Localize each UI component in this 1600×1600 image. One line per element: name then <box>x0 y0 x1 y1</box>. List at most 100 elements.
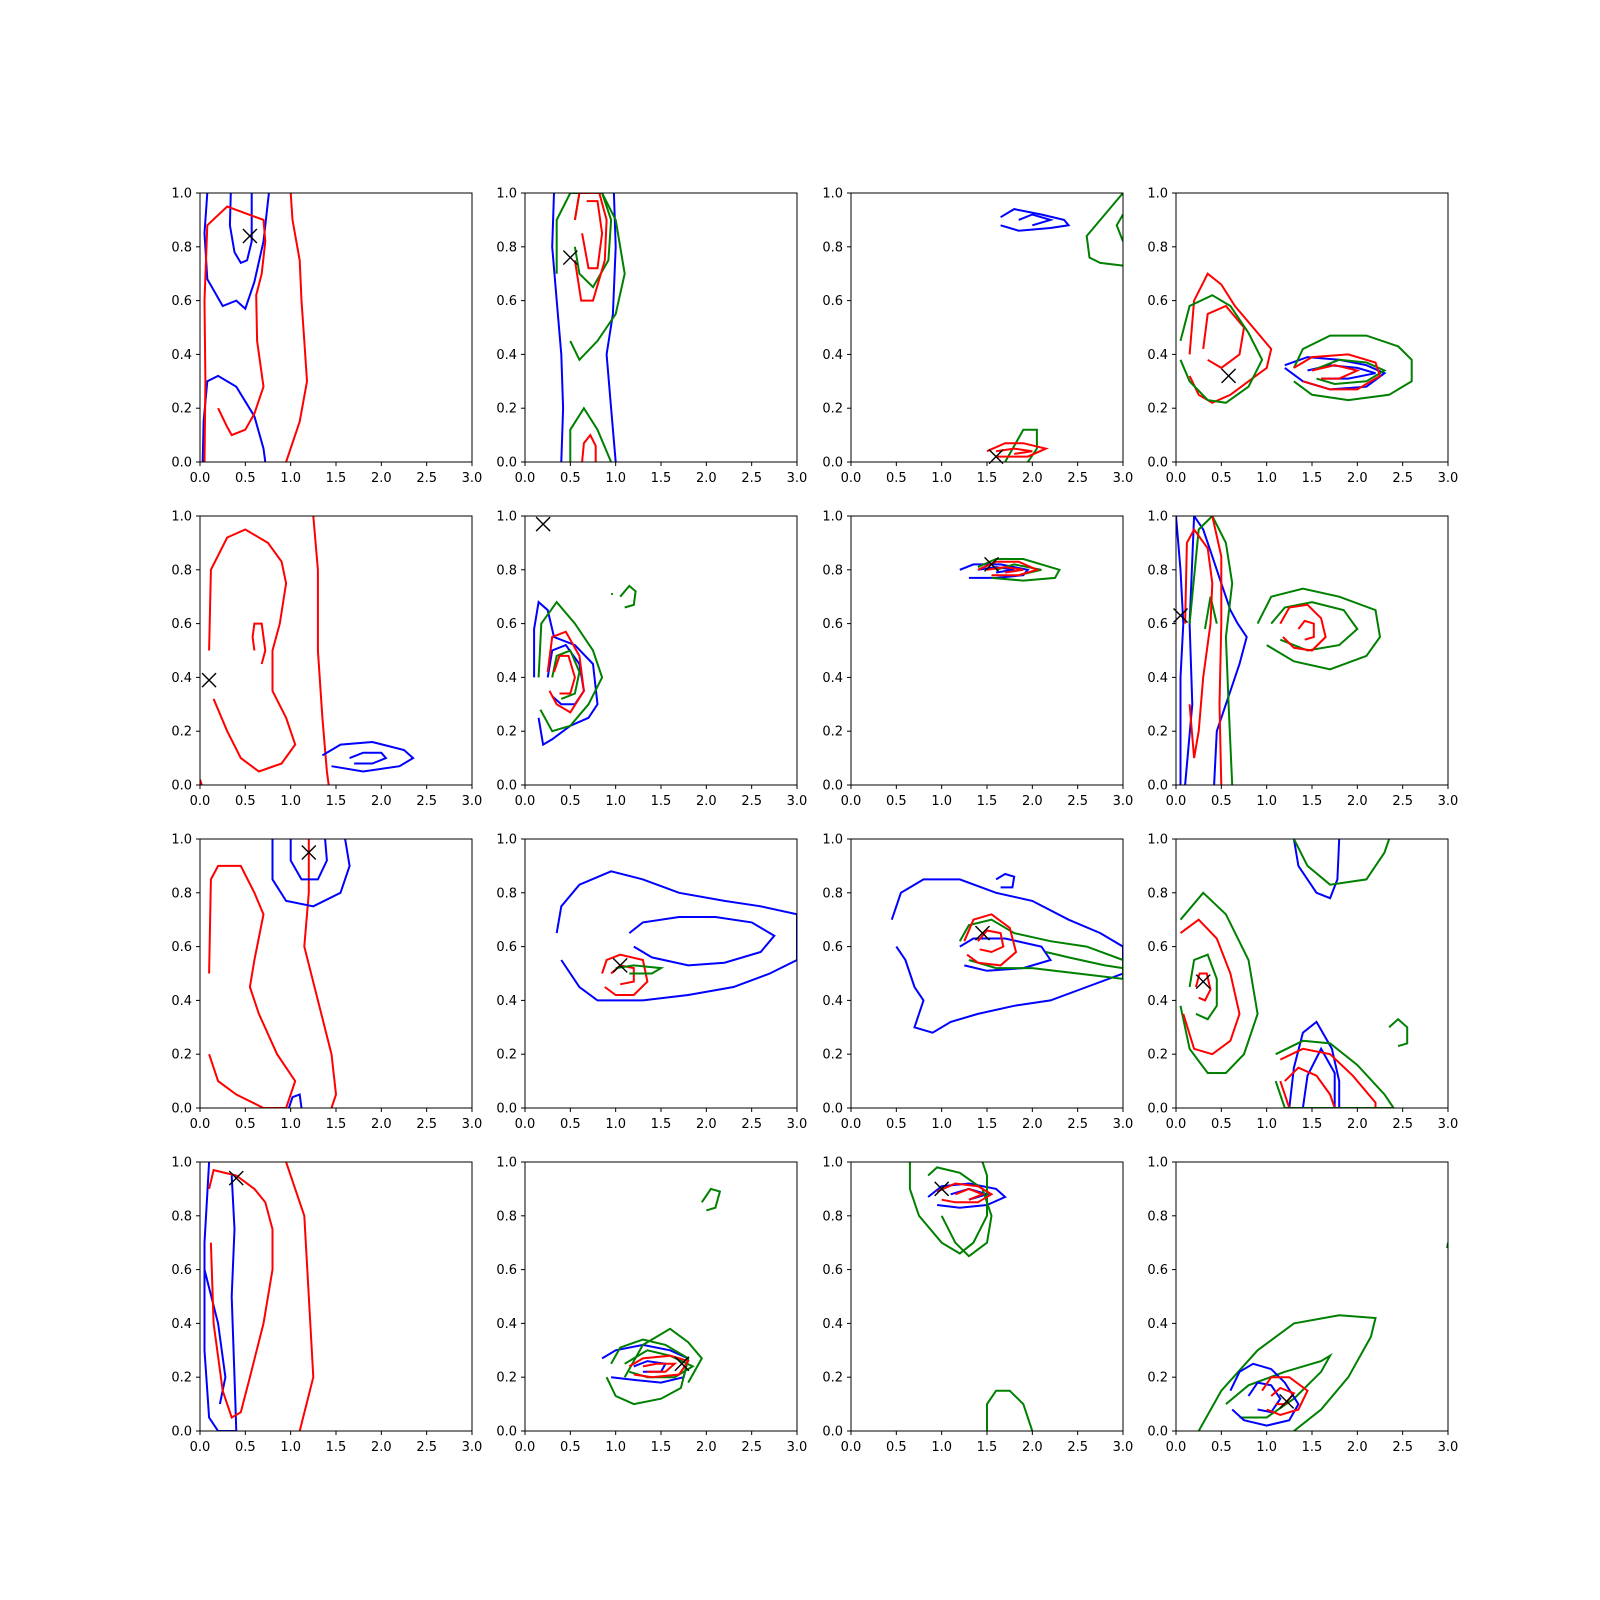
x-tick-label: 2.5 <box>1067 471 1088 486</box>
x-tick-label: 1.5 <box>326 1440 347 1455</box>
y-tick-label: 0.4 <box>1147 994 1168 1009</box>
y-tick-label: 1.0 <box>822 833 843 848</box>
contour-line-green <box>927 1166 993 1258</box>
contour-line-green <box>619 584 637 609</box>
subplot-6: 0.0 0.5 1.0 1.5 2.0 2.5 3.0 0.0 0.2 0.4 0.6 0.8 1.0 <box>496 510 807 810</box>
contour-group <box>890 872 1123 1034</box>
axes-frame <box>199 838 473 1109</box>
contour-line-blue <box>1176 516 1185 785</box>
x-tick-label: 2.0 <box>1347 471 1368 486</box>
x-tick-label: 2.5 <box>416 794 437 809</box>
x-tick-label: 0.0 <box>841 1117 862 1132</box>
x-tick-label: 1.5 <box>977 471 998 486</box>
y-tick-label: 1.0 <box>822 1156 843 1171</box>
y-tick-label: 0.6 <box>496 617 517 632</box>
contour-line-red <box>208 864 297 1108</box>
contour-line-red <box>954 1187 986 1201</box>
y-tick-label: 0.2 <box>1147 1371 1168 1386</box>
x-tick-label: 1.5 <box>977 1117 998 1132</box>
x-tick-label: 2.0 <box>1347 1117 1368 1132</box>
contour-line-red <box>1311 364 1361 380</box>
subplot-16: 0.0 0.5 1.0 1.5 2.0 2.5 3.0 0.0 0.2 0.4 0.6 0.8 1.0 <box>1147 1156 1458 1456</box>
contour-line-green <box>551 649 581 700</box>
y-tick-label: 0.6 <box>1147 294 1168 309</box>
y-tick-label: 0.0 <box>496 779 517 794</box>
x-tick-label: 2.0 <box>1347 794 1368 809</box>
y-tick-label: 0.8 <box>822 563 843 578</box>
y-tick-label: 1.0 <box>822 187 843 202</box>
x-tick-label: 1.0 <box>1256 1440 1277 1455</box>
contour-line-green <box>623 1327 704 1384</box>
x-tick-label: 0.0 <box>841 1440 862 1455</box>
contour-line-green <box>615 964 665 975</box>
x-marker <box>988 449 1004 465</box>
contour-group <box>908 1162 1034 1431</box>
contour-line-blue <box>203 193 270 311</box>
x-tick-label: 1.0 <box>931 1440 952 1455</box>
y-tick-label: 0.6 <box>171 617 192 632</box>
x-tick-label: 1.5 <box>1302 471 1323 486</box>
contour-line-red <box>1179 918 1241 1056</box>
y-tick-label: 0.8 <box>496 886 517 901</box>
y-tick-label: 0.6 <box>1147 617 1168 632</box>
y-tick-label: 0.6 <box>1147 1263 1168 1278</box>
x-tick-label: 2.5 <box>1392 1117 1413 1132</box>
x-tick-label: 1.0 <box>931 471 952 486</box>
y-tick-label: 0.0 <box>496 1102 517 1117</box>
x-tick-label: 1.0 <box>1256 794 1277 809</box>
x-tick-label: 0.5 <box>1211 1117 1232 1132</box>
contour-group <box>601 1187 722 1406</box>
x-marker <box>242 228 258 244</box>
x-tick-label: 1.5 <box>326 1117 347 1132</box>
contour-line-red <box>1279 1047 1377 1108</box>
y-tick-label: 0.6 <box>496 940 517 955</box>
axes-frame <box>524 838 798 1109</box>
y-tick-label: 1.0 <box>171 187 192 202</box>
y-tick-label: 0.6 <box>822 1263 843 1278</box>
contour-line-green <box>537 600 604 733</box>
contour-group <box>1176 516 1382 785</box>
axes-frame <box>850 192 1124 463</box>
x-tick-label: 2.0 <box>1022 1117 1043 1132</box>
contour-line-blue <box>959 937 1053 972</box>
contour-line-red <box>1184 527 1214 759</box>
x-tick-label: 2.5 <box>416 471 437 486</box>
contour-line-blue <box>271 839 351 908</box>
y-tick-label: 0.0 <box>822 456 843 471</box>
y-tick-label: 0.4 <box>1147 671 1168 686</box>
contour-line-green <box>1274 1039 1395 1108</box>
y-tick-label: 0.4 <box>822 1317 843 1332</box>
axes-frame <box>1175 192 1449 463</box>
x-tick-label: 3.0 <box>1113 1117 1134 1132</box>
x-tick-label: 2.0 <box>1022 471 1043 486</box>
x-tick-label: 0.5 <box>886 1117 907 1132</box>
x-tick-label: 0.5 <box>886 794 907 809</box>
subplot-11: 0.0 0.5 1.0 1.5 2.0 2.5 3.0 0.0 0.2 0.4 0.6 0.8 1.0 <box>822 833 1133 1133</box>
y-tick-label: 0.4 <box>171 1317 192 1332</box>
y-tick-label: 1.0 <box>822 510 843 525</box>
y-tick-label: 0.6 <box>496 1263 517 1278</box>
y-tick-label: 0.8 <box>171 240 192 255</box>
x-tick-label: 2.0 <box>696 471 717 486</box>
x-tick-label: 0.5 <box>886 1440 907 1455</box>
contour-line-green <box>1311 358 1387 386</box>
contour-group <box>533 584 637 747</box>
x-tick-label: 3.0 <box>787 794 808 809</box>
y-tick-label: 0.6 <box>496 294 517 309</box>
y-tick-label: 1.0 <box>496 510 517 525</box>
x-tick-label: 0.0 <box>515 794 536 809</box>
contour-line-red <box>208 1168 274 1419</box>
y-tick-label: 1.0 <box>1147 187 1168 202</box>
contour-line-blue <box>1307 364 1376 380</box>
subplot-14: 0.0 0.5 1.0 1.5 2.0 2.5 3.0 0.0 0.2 0.4 0.6 0.8 1.0 <box>496 1156 807 1456</box>
x-marker <box>1279 1393 1295 1409</box>
y-tick-label: 0.8 <box>822 1209 843 1224</box>
axes-frame <box>1175 1161 1449 1432</box>
y-tick-label: 0.0 <box>171 1425 192 1440</box>
y-tick-label: 0.4 <box>496 671 517 686</box>
contour-line-red <box>285 193 309 462</box>
x-marker <box>228 1170 244 1186</box>
contour-line-blue <box>1301 1046 1336 1108</box>
contour-group <box>1179 272 1413 404</box>
x-tick-label: 2.5 <box>1392 1440 1413 1455</box>
